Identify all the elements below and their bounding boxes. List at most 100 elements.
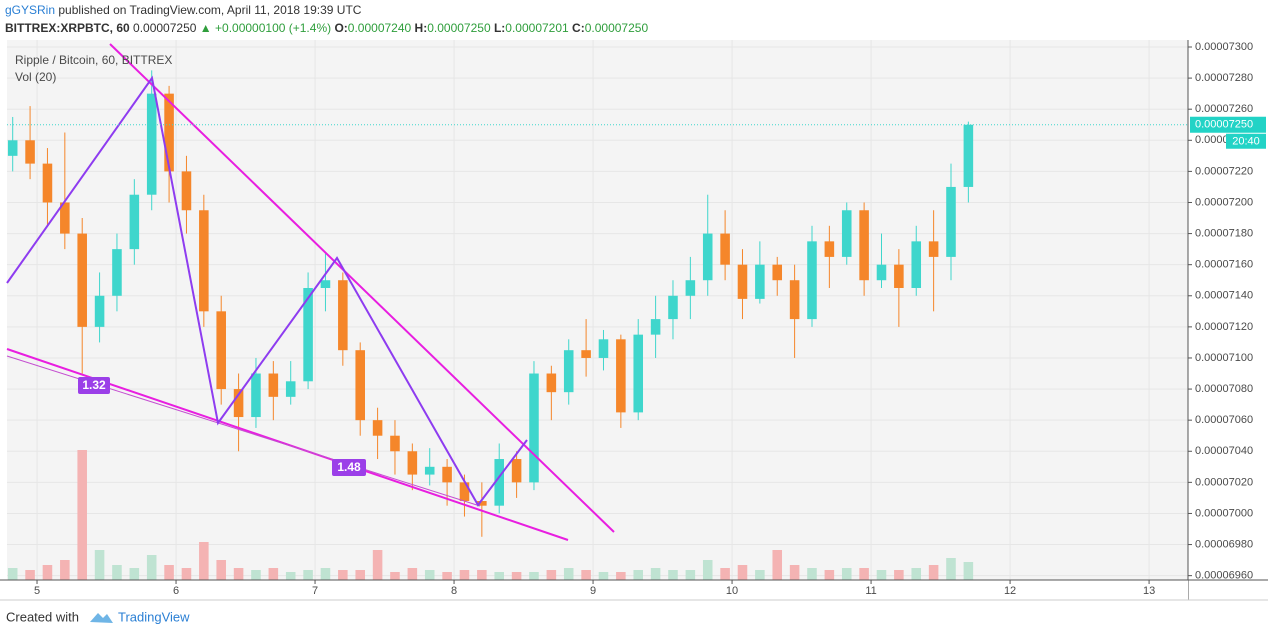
- candle-body: [946, 186, 956, 257]
- volume-bar: [529, 572, 539, 580]
- volume-bar: [372, 550, 383, 580]
- legend-title: Ripple / Bitcoin, 60, BITTREX: [15, 53, 172, 67]
- volume-bar: [668, 570, 678, 580]
- ratio-text: 1.48: [337, 460, 361, 474]
- candle-body: [251, 373, 261, 418]
- volume-bar: [112, 565, 122, 580]
- y-tick-label: 0.00007200: [1195, 196, 1253, 208]
- candle-body: [181, 171, 192, 211]
- countdown-box: [1226, 133, 1266, 149]
- volume-bar: [199, 542, 209, 580]
- countdown: 20:40: [1232, 136, 1260, 148]
- up-arrow: ▲: [200, 21, 212, 35]
- volume-bar: [581, 570, 591, 580]
- y-tick-label: 0.00007100: [1195, 352, 1253, 364]
- candle-body: [372, 420, 383, 436]
- candle-body: [42, 163, 53, 203]
- axis-ticks: 0.00006960 0.00006980 0.00007000 0.00007020…: [34, 41, 1253, 597]
- ratio-box: [332, 459, 366, 476]
- candle-body: [563, 350, 574, 393]
- candle-body: [581, 350, 591, 358]
- x-tick-label: 13: [1143, 585, 1155, 597]
- volume-bar: [477, 570, 487, 580]
- candle-layer: [7, 70, 974, 537]
- footer-text: Created with: [6, 609, 79, 624]
- zigzag-pattern: [6, 75, 528, 507]
- x-tick-label: 11: [865, 585, 876, 597]
- y-tick-label: 0.00007220: [1195, 165, 1253, 177]
- candle-body: [702, 233, 713, 281]
- volume-bar: [824, 570, 835, 580]
- y-tick-label: 0.00007020: [1195, 476, 1253, 488]
- volume-bar: [546, 570, 557, 580]
- volume-bar: [911, 568, 922, 580]
- ohlc-label: O:: [334, 21, 347, 35]
- candle-body: [737, 264, 748, 299]
- volume-bar: [216, 560, 226, 580]
- volume-bar: [494, 572, 505, 580]
- y-tick-label: 0.00007040: [1195, 445, 1253, 457]
- volume-bar: [616, 572, 626, 580]
- volume-bar: [685, 570, 696, 580]
- ratio-box: [78, 377, 110, 394]
- ratio-label: 1.32 1.48: [78, 377, 366, 476]
- footer-brand[interactable]: TradingView: [118, 609, 190, 624]
- volume-bar: [511, 572, 522, 580]
- volume-bar: [841, 568, 852, 580]
- candle-body: [60, 202, 70, 234]
- candle-body: [355, 350, 365, 421]
- y-tick-label: 0.00007180: [1195, 227, 1253, 239]
- candle-body: [477, 501, 487, 506]
- candle-body: [494, 459, 505, 506]
- candle-body: [650, 319, 661, 335]
- volume-bar: [303, 570, 313, 580]
- volume-bar: [355, 570, 365, 580]
- volume-bar: [233, 568, 244, 580]
- volume-bar: [702, 560, 713, 580]
- volume-bar: [338, 570, 348, 580]
- candle-body: [146, 93, 157, 195]
- candle-body: [772, 264, 783, 281]
- candle-body: [755, 264, 765, 299]
- candle-body: [511, 459, 522, 483]
- candle-body: [164, 93, 174, 172]
- candle-body: [876, 264, 887, 281]
- ohlc-label: C:: [572, 21, 585, 35]
- x-tick-label: 6: [173, 585, 179, 597]
- candle-body: [285, 381, 296, 397]
- x-tick-label: 12: [1004, 585, 1016, 597]
- header-line: gGYSRin published on TradingView.com, Ap…: [5, 3, 362, 17]
- volume-bar: [285, 572, 296, 580]
- volume-bar: [755, 570, 765, 580]
- published-note: published on TradingView.com, April 11, …: [58, 3, 361, 17]
- ohlc-label: H:: [415, 21, 428, 35]
- candle-body: [407, 451, 418, 475]
- volume-layer: [7, 450, 974, 580]
- volume-bar: [737, 565, 748, 580]
- candle-body: [338, 280, 348, 351]
- candle-body: [598, 339, 609, 358]
- last-price-label: 0.00007250: [1195, 119, 1253, 131]
- volume-bar: [789, 565, 800, 580]
- last-price: 0.00007250 20:40: [7, 116, 1266, 149]
- candle-body: [685, 280, 696, 296]
- volume-bar: [459, 570, 470, 580]
- candle-body: [720, 233, 730, 265]
- volume-bar: [25, 570, 35, 580]
- candle-body: [859, 210, 869, 281]
- candle-body: [894, 264, 904, 288]
- y-tick-label: 0.00007060: [1195, 414, 1253, 426]
- volume-bar: [77, 450, 87, 580]
- x-tick-label: 9: [590, 585, 596, 597]
- volume-bar: [720, 568, 730, 580]
- volume-bar: [94, 550, 105, 580]
- volume-bar: [181, 568, 192, 580]
- candle-body: [233, 389, 244, 418]
- symbol-line: BITTREX:XRPBTC, 60 0.00007250 ▲ +0.00000…: [5, 21, 648, 35]
- y-tick-label: 0.00006980: [1195, 538, 1253, 550]
- ohlc-label: L:: [494, 21, 505, 35]
- ohlc-value: 0.00007250: [427, 21, 491, 35]
- y-tick-label: 0.00007280: [1195, 72, 1253, 84]
